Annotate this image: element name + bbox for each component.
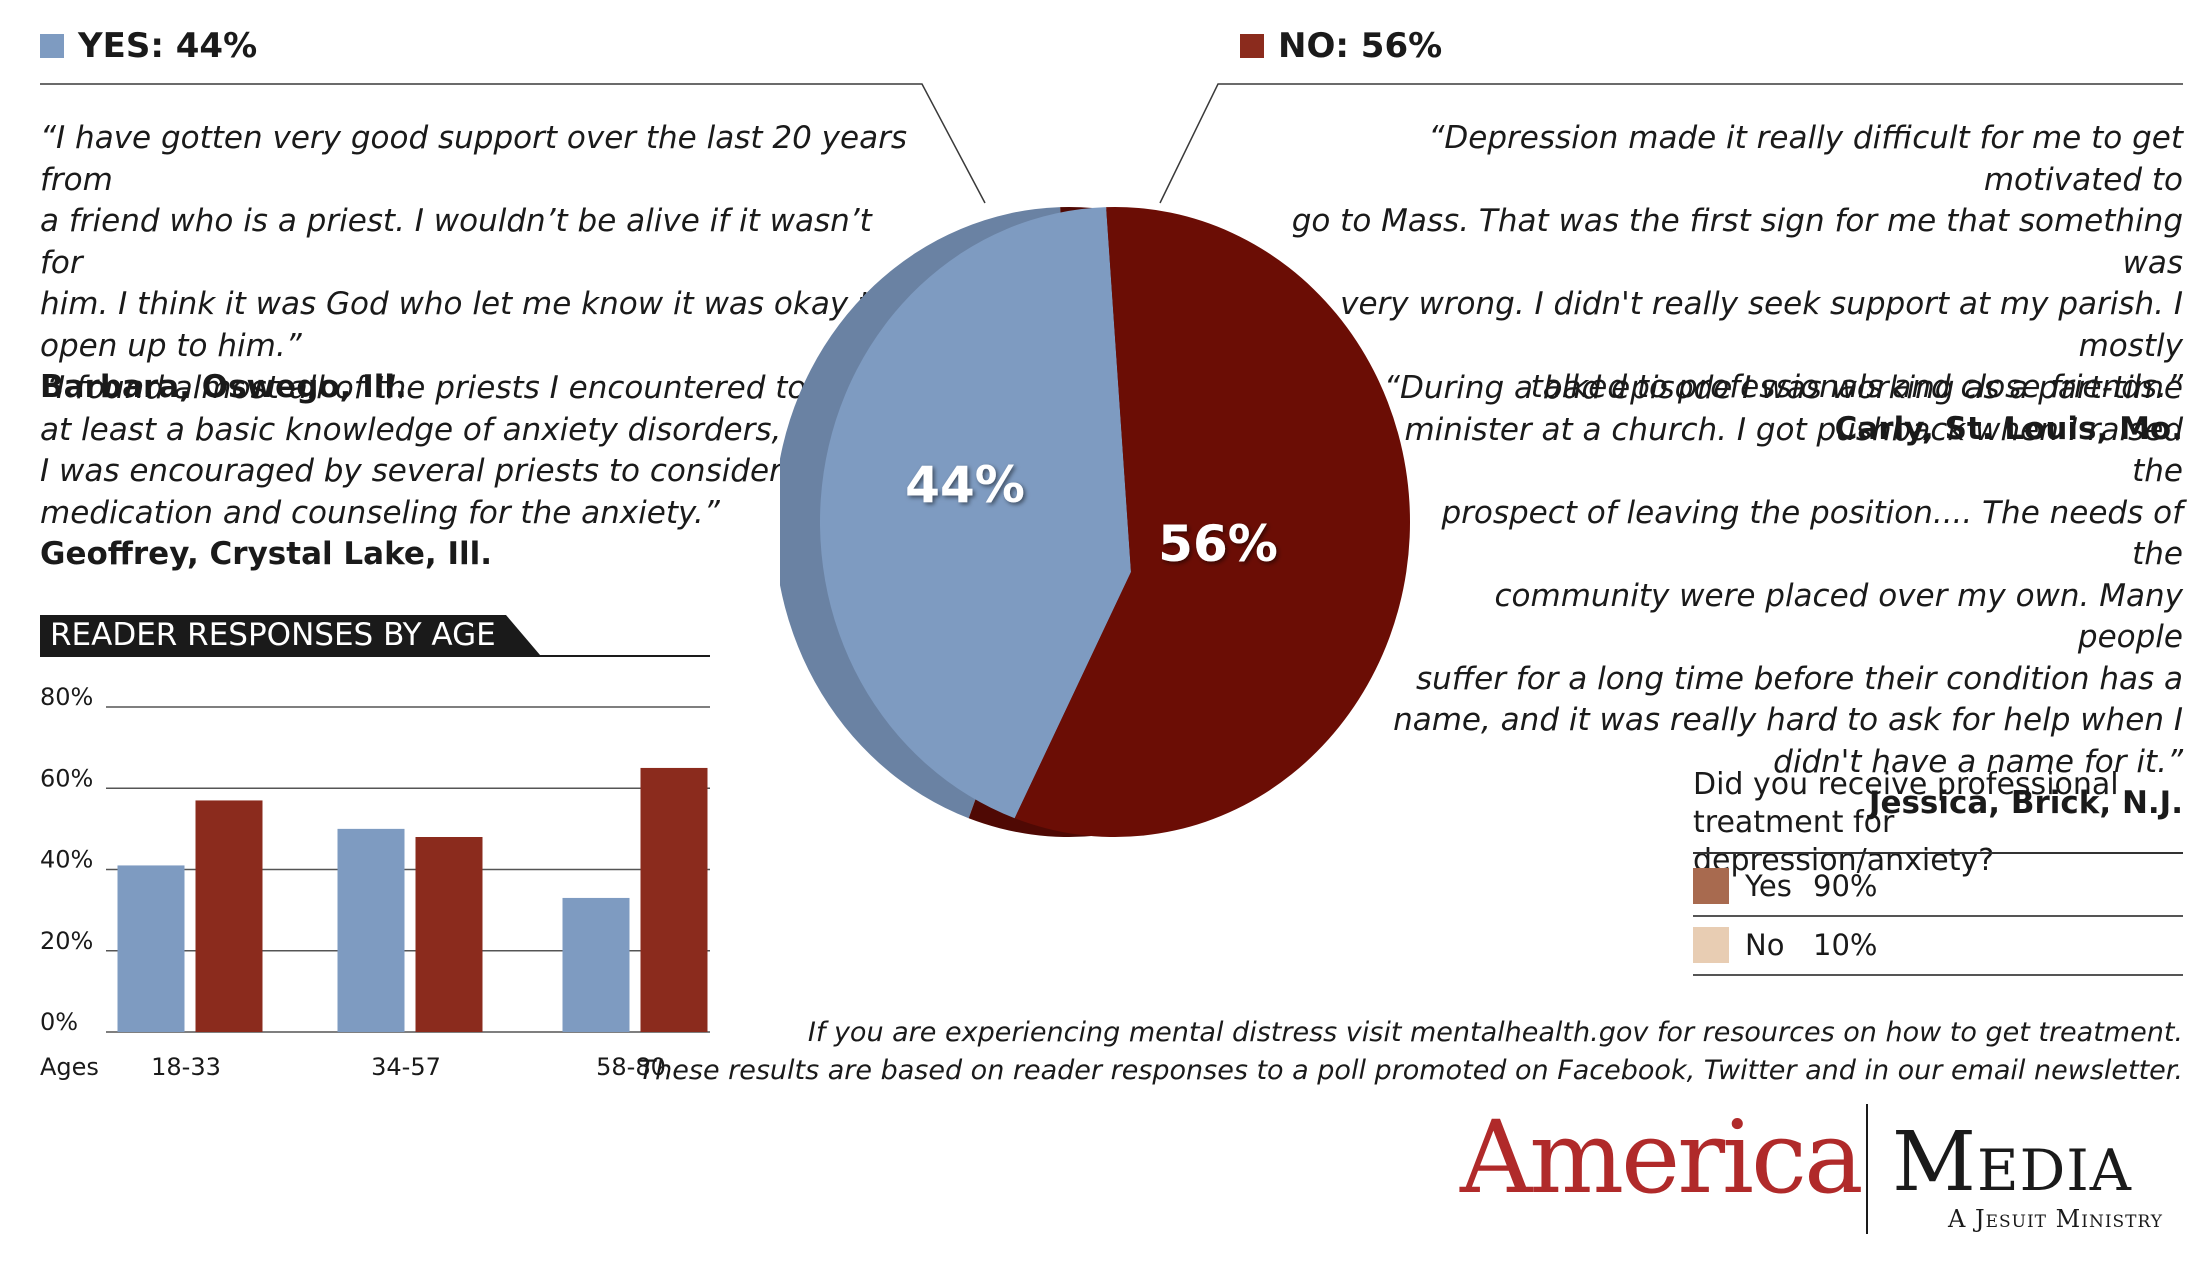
- age-chart-title-rule: [40, 655, 710, 657]
- prof-row-yes: Yes 90%: [1693, 857, 2183, 915]
- pie-slice-yes: [819, 207, 1131, 819]
- quote-author: Barbara, Oswego, Ill.: [40, 369, 407, 405]
- legend-yes: YES: 44%: [40, 26, 257, 66]
- prof-rule-top: [1693, 852, 2183, 854]
- quote-author: Carly, St. Louis, Mo.: [1834, 410, 2183, 447]
- age-chart-title: READER RESPONSES BY AGE: [50, 617, 496, 653]
- professional-question: Did you receive professional treatment f…: [1693, 767, 2119, 878]
- bar-ytick-label: 80%: [40, 683, 93, 711]
- quote-text: “I found almost all of the priests I enc…: [40, 370, 893, 531]
- quote-barbara: “I have gotten very good support over th…: [40, 118, 920, 409]
- quote-text: “I have gotten very good support over th…: [40, 120, 907, 364]
- prof-yes-value: 90%: [1813, 869, 1878, 903]
- brand-logo-media: Media: [1892, 1115, 2132, 1210]
- legend-yes-label: YES: 44%: [78, 26, 258, 66]
- bar-58-80-series2: [640, 767, 708, 1032]
- prof-rule-bottom: [1693, 974, 2183, 976]
- prof-no-value: 10%: [1813, 928, 1878, 962]
- bar-58-80-series1: [562, 897, 630, 1032]
- quote-geoffrey: “I found almost all of the priests I enc…: [40, 368, 920, 576]
- legend-no: NO: 56%: [1240, 26, 1442, 66]
- bar-ytick-label: 0%: [40, 1008, 78, 1036]
- leader-line-no: [1159, 83, 2183, 204]
- quote-jessica: “During a bad episode I was working as a…: [1383, 368, 2183, 825]
- brand-tagline: A Jesuit Ministry: [1948, 1205, 2164, 1233]
- bar-labels: 0% 20% 40% 60% 80% 18-33 34-57 58-80 Ages: [40, 683, 666, 1081]
- bar-34-57-series2: [415, 837, 483, 1032]
- leader-line-yes: [40, 83, 986, 204]
- prof-row-no: No 10%: [1693, 916, 2183, 974]
- bar-xtick-label: 58-80: [596, 1053, 666, 1081]
- quote-text: “Depression made it really difficult for…: [1291, 120, 2183, 405]
- footer-line-2: These results are based on reader respon…: [638, 1055, 2183, 1086]
- pie-slice-no: [1014, 207, 1410, 837]
- legend-no-swatch: [1240, 34, 1264, 58]
- footer-line-1: If you are experiencing mental distress …: [807, 1017, 2183, 1048]
- legend-yes-swatch: [40, 34, 64, 58]
- legend-no-label: NO: 56%: [1278, 26, 1443, 66]
- age-bar-chart: 0% 20% 40% 60% 80% 18-33 34-57 58-80 Ages: [40, 683, 710, 1081]
- prof-yes-label: Yes: [1745, 869, 1792, 903]
- bar-bars: [117, 767, 708, 1032]
- pie-value-label-no: 56%: [1158, 515, 1278, 573]
- quote-author: Geoffrey, Crystal Lake, Ill.: [40, 536, 493, 572]
- bar-ytick-label: 20%: [40, 927, 93, 955]
- bar-ytick-label: 40%: [40, 846, 93, 874]
- prof-no-label: No: [1745, 928, 1785, 962]
- pie-value-label-yes: 44%: [905, 456, 1025, 514]
- brand-logo-america: America: [1460, 1099, 1864, 1216]
- quote-text: “During a bad episode I was working as a…: [1383, 370, 2183, 780]
- bar-x-axis-label: Ages: [40, 1053, 99, 1081]
- prof-yes-swatch: [1693, 868, 1729, 904]
- pie-chart: 44% 56%: [780, 207, 1410, 837]
- quote-author: Jessica, Brick, N.J.: [1868, 785, 2183, 821]
- prof-rule-mid: [1693, 915, 2183, 917]
- prof-no-swatch: [1693, 927, 1729, 963]
- bar-34-57-series1: [337, 828, 405, 1032]
- bar-ytick-label: 60%: [40, 764, 93, 792]
- age-chart-title-banner: READER RESPONSES BY AGE: [40, 615, 540, 655]
- brand-separator: [1866, 1104, 1868, 1234]
- bar-18-33-series1: [117, 865, 185, 1032]
- bar-xtick-label: 34-57: [371, 1053, 441, 1081]
- bar-18-33-series2: [195, 800, 263, 1032]
- quote-carly: “Depression made it really difficult for…: [1283, 118, 2183, 450]
- pie-slices: 44% 56%: [780, 207, 1410, 837]
- bar-xtick-label: 18-33: [151, 1053, 221, 1081]
